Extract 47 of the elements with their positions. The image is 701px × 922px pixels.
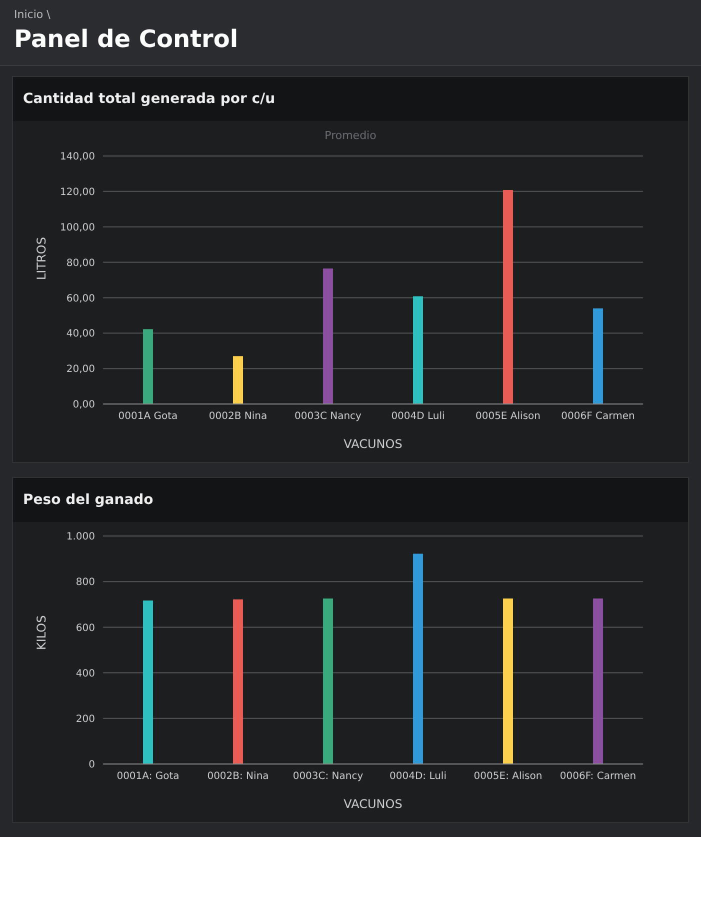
bar (503, 598, 513, 764)
y-tick-label: 800 (76, 577, 95, 588)
y-tick-label: 20,00 (66, 364, 95, 376)
x-axis-title: VACUNOS (344, 797, 402, 811)
bar (323, 268, 333, 404)
bar (143, 329, 153, 404)
y-tick-label: 0,00 (72, 400, 95, 411)
y-axis-title: LITROS (34, 237, 48, 280)
x-tick-label: 0001A: Gota (116, 771, 180, 782)
bar (323, 598, 333, 764)
y-tick-label: 200 (76, 714, 95, 725)
y-tick-label: 140,00 (60, 152, 95, 163)
y-tick-label: 400 (76, 668, 95, 680)
chart-title: Cantidad total generada por c/u (13, 77, 688, 121)
text: Inicio \ (14, 8, 52, 21)
bar (143, 600, 153, 764)
x-tick-label: 0005E: Alison (474, 771, 542, 782)
y-tick-label: 1.000 (66, 532, 95, 543)
x-tick-label: 0004D Luli (391, 411, 445, 422)
y-tick-label: 120,00 (60, 186, 95, 198)
x-tick-label: 0005E Alison (475, 411, 541, 422)
bar (593, 598, 603, 764)
x-tick-label: 0002B: Nina (207, 771, 269, 782)
y-tick-label: 80,00 (66, 258, 95, 269)
y-axis-title: KILOS (34, 615, 48, 650)
chart-subtitle: Promedio (324, 128, 378, 142)
x-tick-label: 0006F: Carmen (560, 771, 636, 782)
y-tick-label: 100,00 (60, 222, 95, 234)
x-axis-title: VACUNOS (344, 437, 402, 451)
y-tick-label: 0 (88, 760, 95, 771)
bar (233, 356, 243, 404)
x-tick-label: 0002B Nina (208, 411, 268, 422)
y-tick-label: 60,00 (66, 293, 95, 304)
chart-title: Peso del ganado (13, 478, 688, 522)
y-tick-label: 40,00 (66, 328, 95, 340)
x-tick-label: 0006F Carmen (561, 411, 635, 422)
bar (233, 599, 243, 764)
bar (593, 308, 603, 404)
x-tick-label: 0004D: Luli (390, 771, 446, 782)
x-tick-label: 0003C Nancy (294, 411, 362, 422)
bar (503, 190, 513, 404)
bar (413, 296, 423, 404)
x-tick-label: 0001A Gota (118, 411, 178, 422)
x-tick-label: 0003C: Nancy (292, 771, 364, 782)
text: Panel de Control (14, 25, 240, 53)
bar (413, 554, 423, 764)
y-tick-label: 600 (76, 622, 95, 634)
